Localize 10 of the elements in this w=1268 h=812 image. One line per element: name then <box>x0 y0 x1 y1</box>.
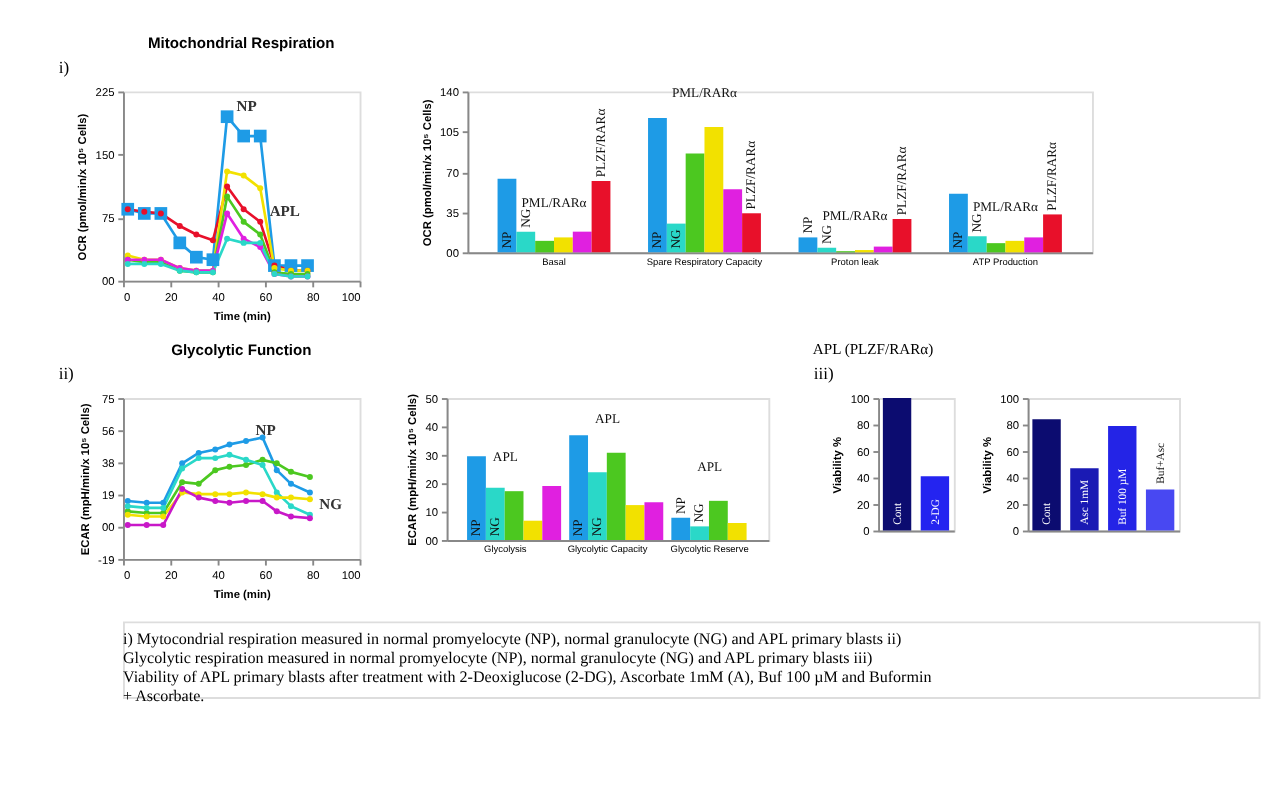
text: iii) <box>813 363 834 384</box>
chart-title: Mitochondrial Respiration <box>148 33 336 52</box>
chart-title: Glycolytic Function <box>171 340 313 359</box>
annotation: NP <box>236 97 258 116</box>
chart-title: APL (PLZF/RARα) <box>812 339 935 358</box>
text: ii) <box>58 363 75 384</box>
annotation: APL <box>269 202 300 221</box>
text: i) <box>58 56 70 77</box>
annotation: NP <box>255 421 277 440</box>
annotation: NG <box>319 495 343 514</box>
